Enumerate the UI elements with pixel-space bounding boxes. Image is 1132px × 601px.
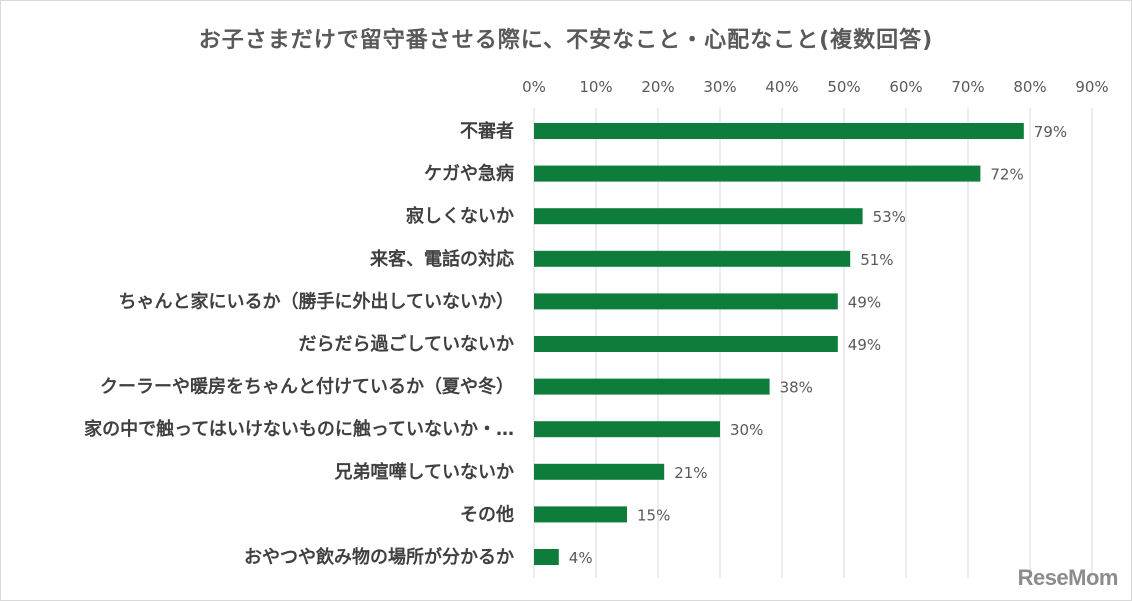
x-tick-label: 80%: [1013, 78, 1046, 96]
data-label: 21%: [674, 464, 707, 482]
x-tick-label: 30%: [703, 78, 736, 96]
category-label: だらだら過ごしていないか: [299, 333, 514, 355]
category-label: ケガや急病: [424, 163, 514, 185]
watermark-logo: ReseMom: [1017, 565, 1119, 590]
category-label: 不審者: [460, 120, 514, 142]
chart-title: お子さまだけで留守番させる際に、不安なこと・心配なこと(複数回答): [198, 28, 934, 53]
bar: [534, 123, 1024, 139]
data-label: 4%: [569, 549, 593, 567]
bar: [534, 293, 838, 310]
bar: [534, 336, 838, 352]
x-tick-label: 0%: [522, 78, 546, 96]
data-label: 79%: [1034, 123, 1067, 141]
data-label: 38%: [780, 379, 813, 397]
data-label: 49%: [848, 293, 881, 311]
category-label: ちゃんと家にいるか（勝手に外出していないか）: [119, 290, 514, 312]
bar: [534, 378, 770, 395]
category-label: クーラーや暖房をちゃんと付けているか（夏や冬）: [100, 376, 514, 398]
category-label: おやつや飲み物の場所が分かるか: [244, 546, 514, 568]
x-tick-label: 10%: [579, 78, 612, 96]
bar: [534, 165, 981, 182]
bar: [534, 549, 559, 565]
x-tick-label: 70%: [951, 78, 984, 96]
category-label: 来客、電話の対応: [369, 248, 514, 270]
bar: [534, 421, 720, 438]
x-tick-label: 20%: [641, 78, 674, 96]
data-label: 72%: [990, 166, 1023, 184]
data-label: 53%: [873, 208, 906, 226]
category-label: その他: [460, 503, 514, 525]
data-label: 15%: [637, 506, 670, 524]
x-tick-label: 90%: [1075, 78, 1108, 96]
bar: [534, 463, 665, 480]
data-label: 49%: [848, 336, 881, 354]
bar: [534, 250, 851, 267]
x-tick-label: 60%: [889, 78, 922, 96]
category-label: 家の中で触ってはいけないものに触っていないか・…: [84, 418, 514, 440]
data-label: 30%: [730, 421, 763, 439]
data-label: 51%: [860, 251, 893, 269]
category-label: 兄弟喧嘩していないか: [334, 461, 514, 483]
bar: [534, 506, 627, 523]
x-tick-label: 40%: [765, 78, 798, 96]
x-tick-label: 50%: [827, 78, 860, 96]
category-label: 寂しくないか: [406, 205, 514, 227]
bar: [534, 208, 863, 225]
